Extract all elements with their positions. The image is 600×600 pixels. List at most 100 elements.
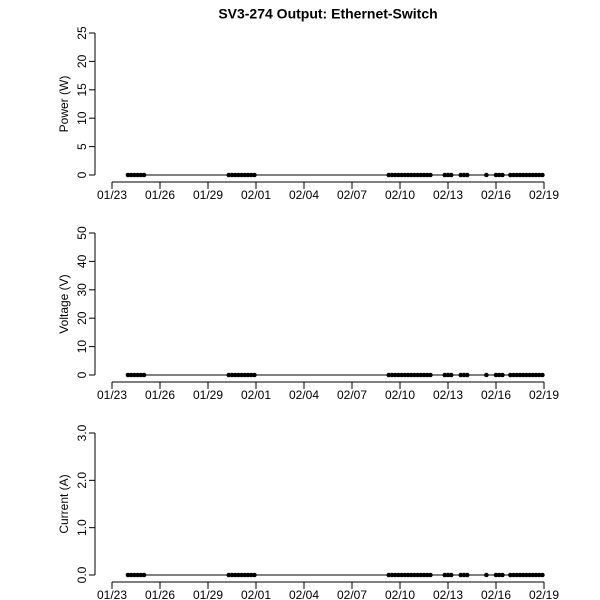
data-point xyxy=(517,372,523,378)
data-point xyxy=(458,572,464,578)
data-point xyxy=(500,372,505,378)
data-point xyxy=(524,372,529,378)
x-tick-label: 02/04 xyxy=(289,588,319,600)
data-point xyxy=(448,572,454,578)
data-point xyxy=(141,172,147,178)
data-point xyxy=(418,372,424,378)
figure-title: SV3-274 Output: Ethernet-Switch xyxy=(218,6,437,22)
data-point xyxy=(242,172,248,178)
data-point xyxy=(514,372,520,378)
data-point xyxy=(242,372,248,378)
x-tick-label: 01/29 xyxy=(193,588,223,600)
data-point xyxy=(540,172,545,178)
data-point xyxy=(248,572,254,578)
data-point xyxy=(415,372,420,378)
data-point xyxy=(448,172,454,178)
data-point xyxy=(536,372,542,378)
data-point xyxy=(508,372,513,378)
data-point xyxy=(408,572,414,578)
data-point xyxy=(236,572,241,578)
data-point xyxy=(399,572,404,578)
data-point xyxy=(392,572,398,578)
data-point xyxy=(493,572,499,578)
data-point xyxy=(402,172,408,178)
data-point xyxy=(138,172,144,178)
y-tick-label: 10 xyxy=(75,111,89,125)
data-point xyxy=(520,372,526,378)
data-point xyxy=(493,172,499,178)
x-tick-label: 02/04 xyxy=(289,188,319,202)
data-point xyxy=(239,372,244,378)
data-point xyxy=(424,572,430,578)
data-point xyxy=(226,372,232,378)
data-point xyxy=(530,372,536,378)
data-point xyxy=(399,372,404,378)
x-tick-label: 02/07 xyxy=(337,188,367,202)
data-point xyxy=(125,172,131,178)
data-point xyxy=(402,572,408,578)
data-point xyxy=(415,572,420,578)
x-tick-label: 01/23 xyxy=(97,388,127,402)
data-point xyxy=(533,572,539,578)
data-point xyxy=(461,572,467,578)
data-point xyxy=(408,172,414,178)
data-point xyxy=(520,572,526,578)
x-tick-label: 02/13 xyxy=(433,588,463,600)
data-point xyxy=(236,372,241,378)
data-point xyxy=(445,172,451,178)
data-point xyxy=(389,572,395,578)
data-point xyxy=(428,372,433,378)
data-point xyxy=(540,372,545,378)
data-point xyxy=(389,372,395,378)
data-point xyxy=(421,372,427,378)
data-point xyxy=(396,372,401,378)
data-point xyxy=(464,372,470,378)
data-point xyxy=(408,372,414,378)
x-tick-label: 02/04 xyxy=(289,388,319,402)
data-point xyxy=(484,172,489,178)
y-tick-label: 20 xyxy=(75,311,89,325)
y-axis-label: Power (W) xyxy=(57,76,71,133)
data-point xyxy=(511,172,516,178)
data-point xyxy=(464,172,470,178)
data-point xyxy=(245,572,251,578)
data-point xyxy=(141,372,147,378)
data-point xyxy=(461,372,467,378)
data-point xyxy=(496,172,502,178)
x-tick-label: 02/01 xyxy=(241,188,271,202)
x-tick-label: 02/01 xyxy=(241,388,271,402)
data-point xyxy=(386,372,392,378)
data-point xyxy=(428,172,433,178)
x-tick-label: 02/19 xyxy=(529,188,559,202)
data-point xyxy=(248,372,254,378)
data-point xyxy=(389,172,395,178)
data-point xyxy=(128,572,134,578)
y-tick-label: 0 xyxy=(75,171,89,178)
data-point xyxy=(229,372,235,378)
data-point xyxy=(484,572,489,578)
data-point xyxy=(386,172,392,178)
data-point xyxy=(232,572,238,578)
data-point xyxy=(530,572,536,578)
y-tick-label: 30 xyxy=(75,283,89,297)
data-point xyxy=(524,572,529,578)
data-point xyxy=(125,572,131,578)
data-point xyxy=(239,172,244,178)
data-point xyxy=(252,572,257,578)
y-axis-label: Current (A) xyxy=(57,474,71,533)
y-tick-label: 2.0 xyxy=(75,472,89,489)
data-point xyxy=(442,172,448,178)
x-tick-label: 02/16 xyxy=(481,588,511,600)
data-point xyxy=(242,572,248,578)
x-tick-label: 02/10 xyxy=(385,588,415,600)
data-point xyxy=(424,172,430,178)
x-tick-label: 02/07 xyxy=(337,388,367,402)
x-tick-label: 02/10 xyxy=(385,188,415,202)
data-point xyxy=(511,572,516,578)
data-point xyxy=(418,172,424,178)
data-point xyxy=(484,372,489,378)
data-point xyxy=(239,572,244,578)
data-point xyxy=(135,372,140,378)
